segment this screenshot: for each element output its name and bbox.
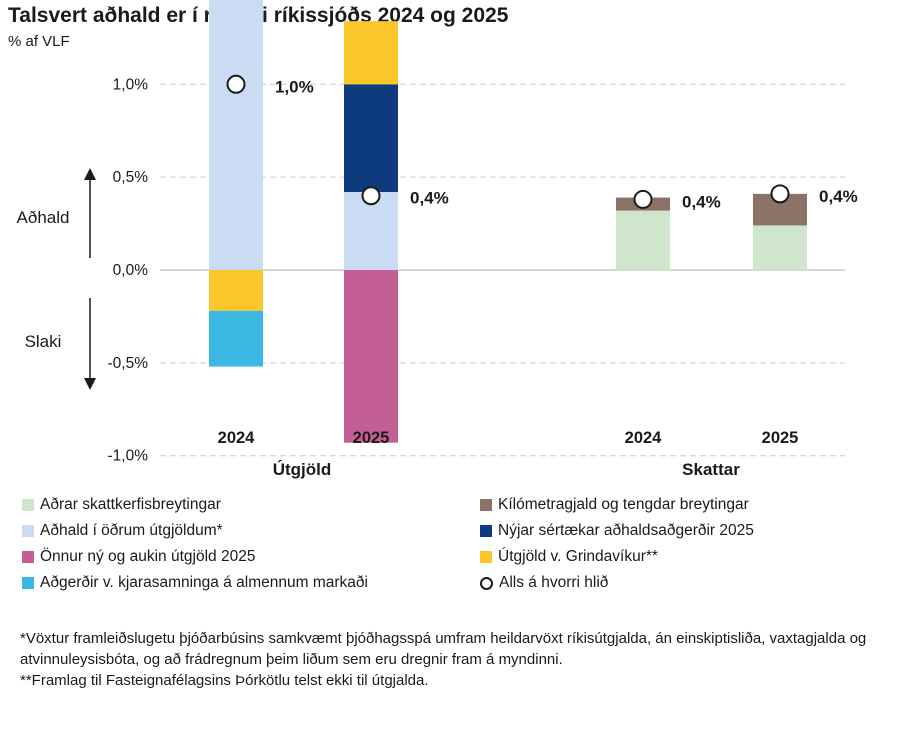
y-tick-label: 1,0% <box>113 76 149 93</box>
footnote-2: **Framlag til Fasteignafélagsins Þórkötl… <box>20 672 429 689</box>
bar-segment-adhald_odrum <box>209 0 263 271</box>
bar-segment-grindavik <box>344 21 398 85</box>
down-arrow-icon <box>84 378 96 390</box>
legend-item: Nýjar sértækar aðhaldsaðgerðir 2025 <box>480 522 754 540</box>
legend-item: Aðrar skattkerfisbreytingar <box>22 496 221 514</box>
legend-swatch <box>22 577 34 589</box>
legend-item: Alls á hvorri hlið <box>480 574 608 592</box>
legend-label: Útgjöld v. Grindavíkur** <box>498 548 658 565</box>
bar-segment-grindavik <box>209 270 263 311</box>
total-marker <box>361 186 381 206</box>
total-marker <box>770 184 790 204</box>
y-tick-label: 0,5% <box>113 169 149 186</box>
legend-item: Önnur ný og aukin útgjöld 2025 <box>22 548 255 566</box>
bar-segment-adrar <box>753 225 807 270</box>
legend-label: Aðrar skattkerfisbreytingar <box>40 496 221 513</box>
bar-segment-kjarasamningar <box>209 310 263 367</box>
up-arrow-icon <box>84 168 96 180</box>
legend-swatch <box>480 551 492 563</box>
legend-swatch <box>480 525 492 537</box>
legend-swatch <box>480 499 492 511</box>
legend-label: Önnur ný og aukin útgjöld 2025 <box>40 548 256 565</box>
total-marker <box>633 189 653 209</box>
legend-label: Nýjar sértækar aðhaldsaðgerðir 2025 <box>498 522 754 539</box>
x-group-label: Útgjöld <box>273 460 332 479</box>
legend-swatch <box>22 499 34 511</box>
bar-segment-adrar <box>616 210 670 270</box>
footnote-1: *Vöxtur framleiðslugetu þjóðarbúsins sam… <box>20 630 867 668</box>
y-tick-label: -0,5% <box>108 355 149 372</box>
legend-item: Útgjöld v. Grindavíkur** <box>480 548 658 566</box>
side-label-slaki: Slaki <box>25 332 62 351</box>
total-label: 0,4% <box>410 189 449 208</box>
x-category-label: 2024 <box>218 429 256 447</box>
x-category-label: 2025 <box>762 429 799 447</box>
total-label: 0,4% <box>682 192 721 211</box>
legend-swatch <box>22 525 34 537</box>
legend-label: Aðgerðir v. kjarasamninga á almennum mar… <box>40 574 368 591</box>
side-label-adhald: Aðhald <box>17 208 70 227</box>
legend-swatch <box>22 551 34 563</box>
x-group-label: Skattar <box>682 460 740 479</box>
total-label: 1,0% <box>275 77 314 96</box>
stacked-bar-chart: 2,0%1,5%1,0%0,5%0,0%-0,5%-1,0%-1,5%1,0%0… <box>17 0 858 479</box>
total-marker <box>226 74 246 94</box>
legend-circle-icon <box>480 576 493 590</box>
y-tick-label: -1,0% <box>108 448 149 465</box>
bar-segment-nyjar <box>344 84 398 193</box>
legend-label: Aðhald í öðrum útgjöldum* <box>40 522 223 539</box>
x-category-label: 2025 <box>353 429 390 447</box>
legend-item: Aðhald í öðrum útgjöldum* <box>22 522 223 540</box>
legend-item: Aðgerðir v. kjarasamninga á almennum mar… <box>22 574 368 592</box>
x-category-label: 2024 <box>625 429 663 447</box>
footnotes: *Vöxtur framleiðslugetu þjóðarbúsins sam… <box>20 628 870 691</box>
bar-segment-onnur <box>344 270 398 443</box>
y-tick-label: 0,0% <box>113 262 149 279</box>
legend-label: Alls á hvorri hlið <box>499 574 609 591</box>
chart-subtitle: % af VLF <box>8 33 70 50</box>
total-label: 0,4% <box>819 187 858 206</box>
legend-label: Kílómetragjald og tengdar breytingar <box>498 496 749 513</box>
legend-item: Kílómetragjald og tengdar breytingar <box>480 496 749 514</box>
